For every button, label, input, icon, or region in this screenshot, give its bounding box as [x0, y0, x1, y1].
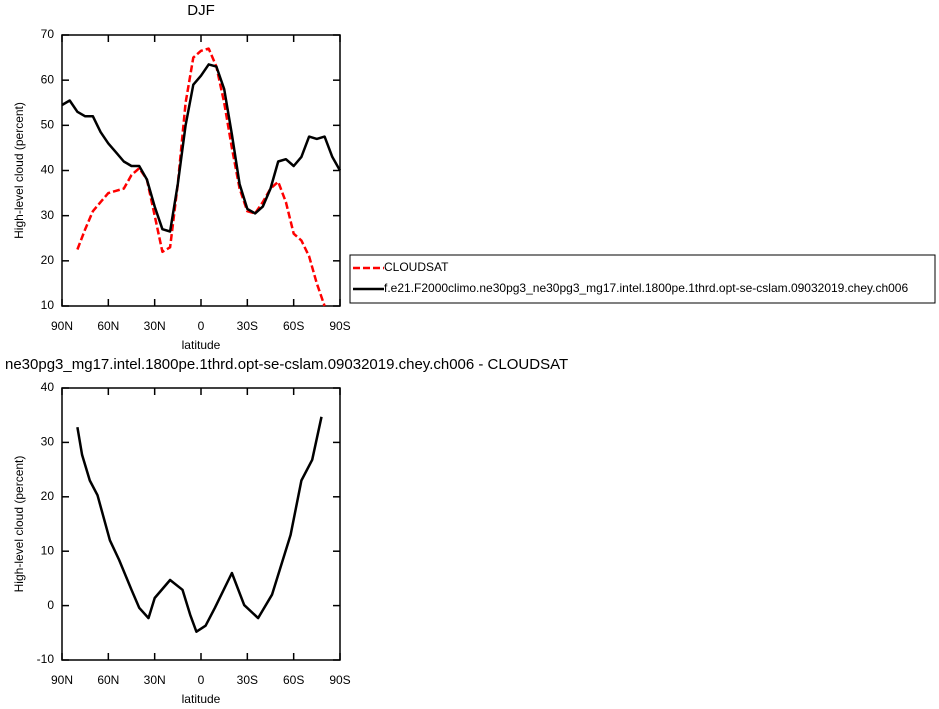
x-tick-label: 60S	[283, 673, 304, 687]
y-axis-label: High-level cloud (percent)	[12, 102, 26, 239]
data-line	[76, 47, 326, 307]
y-tick-label: 10	[41, 543, 55, 557]
x-tick-label: 60N	[97, 673, 119, 687]
x-tick-label: 60N	[97, 319, 119, 333]
x-tick-label: 30N	[144, 673, 166, 687]
y-tick-label: 30	[41, 208, 55, 222]
x-axis-label: latitude	[182, 692, 221, 706]
x-tick-label: 30S	[237, 673, 258, 687]
x-tick-label: 30N	[144, 319, 166, 333]
chart-title: DJF	[187, 2, 215, 19]
x-tick-label: 90N	[51, 319, 73, 333]
y-tick-label: 20	[41, 489, 55, 503]
x-tick-label: 0	[198, 319, 205, 333]
y-tick-label: 10	[41, 298, 55, 312]
data-line	[61, 63, 342, 233]
legend-box	[349, 254, 936, 304]
y-tick-label: 20	[41, 253, 55, 267]
plot-frame	[61, 387, 341, 661]
x-axis-label: latitude	[182, 338, 221, 352]
y-tick-label: 0	[47, 598, 54, 612]
x-tick-label: 90N	[51, 673, 73, 687]
y-tick-label: 60	[41, 72, 55, 86]
data-line	[76, 416, 323, 633]
y-tick-label: -10	[37, 652, 55, 666]
x-tick-label: 30S	[237, 319, 258, 333]
y-tick-label: 40	[41, 163, 55, 177]
y-tick-label: 40	[41, 380, 55, 394]
y-axis-label: High-level cloud (percent)	[12, 456, 26, 593]
x-tick-label: 90S	[329, 673, 350, 687]
y-tick-label: 30	[41, 435, 55, 449]
y-tick-label: 50	[41, 118, 55, 132]
legend-label: f.e21.F2000climo.ne30pg3_ne30pg3_mg17.in…	[384, 281, 908, 295]
legend-label: CLOUDSAT	[384, 260, 449, 274]
x-tick-label: 90S	[329, 319, 350, 333]
x-tick-label: 60S	[283, 319, 304, 333]
chart-title: ne30pg3_mg17.intel.1800pe.1thrd.opt-se-c…	[5, 356, 568, 373]
x-tick-label: 0	[198, 673, 205, 687]
y-tick-label: 70	[41, 27, 55, 41]
